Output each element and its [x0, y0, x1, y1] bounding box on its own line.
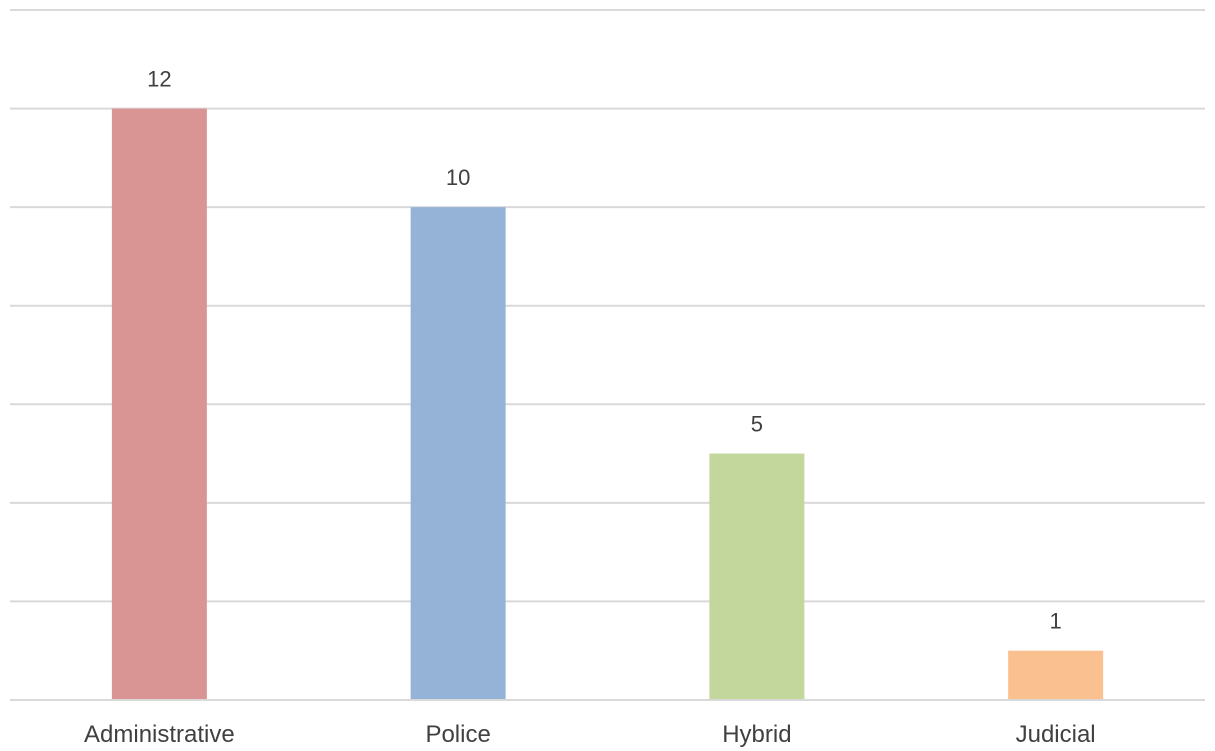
bar-judicial: [1008, 650, 1104, 700]
tick-label-judicial: Judicial: [1016, 721, 1096, 748]
data-label-administrative: 12: [147, 67, 171, 92]
tick-label-hybrid: Hybrid: [722, 721, 791, 748]
data-labels: 12 10 5 1: [147, 67, 1062, 634]
bar-police: [410, 207, 506, 700]
data-label-police: 10: [446, 165, 470, 190]
data-label-hybrid: 5: [751, 412, 763, 437]
tick-label-police: Police: [425, 721, 490, 748]
data-label-judicial: 1: [1050, 609, 1062, 634]
bars: [111, 108, 1104, 701]
x-axis-tick-labels: Administrative Police Hybrid Judicial: [84, 721, 1096, 748]
gridlines: [10, 9, 1205, 603]
bar-hybrid: [709, 453, 805, 700]
bar-administrative: [111, 108, 207, 701]
tick-label-administrative: Administrative: [84, 721, 235, 748]
